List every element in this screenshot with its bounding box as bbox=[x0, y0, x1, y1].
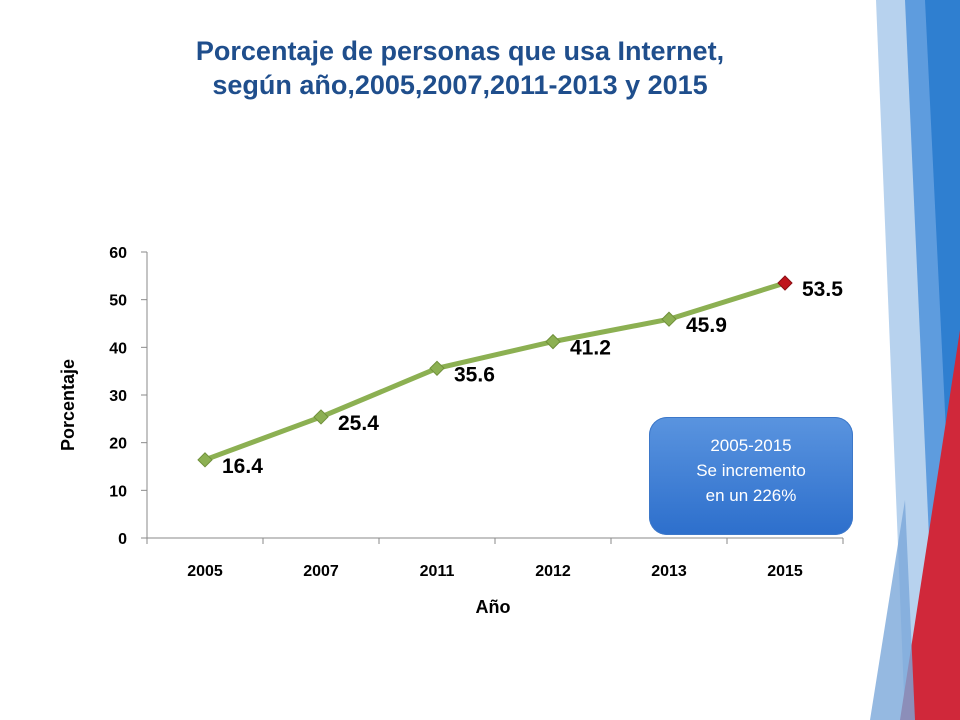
chart-title: Porcentaje de personas que usa Internet,… bbox=[60, 34, 860, 102]
y-tick-label: 0 bbox=[118, 531, 127, 548]
y-tick-label: 50 bbox=[109, 293, 127, 310]
x-axis-label: Año bbox=[476, 597, 511, 617]
callout-line-2: Se incremento bbox=[696, 461, 806, 480]
data-label: 16.4 bbox=[222, 455, 263, 478]
y-tick-label: 60 bbox=[109, 245, 127, 262]
x-tick-label: 2012 bbox=[535, 563, 571, 580]
y-tick-label: 30 bbox=[109, 388, 127, 405]
x-tick-label: 2007 bbox=[303, 563, 339, 580]
data-label: 45.9 bbox=[686, 314, 727, 337]
increase-callout: 2005-2015 Se incremento en un 226% bbox=[649, 417, 853, 535]
data-marker-highlight bbox=[777, 275, 793, 291]
data-marker bbox=[313, 409, 329, 425]
data-marker bbox=[197, 452, 213, 468]
y-axis-label: Porcentaje bbox=[58, 359, 78, 451]
data-marker bbox=[545, 333, 561, 350]
x-axis-ticks: 2005 2007 2011 2012 2013 2015 bbox=[146, 538, 844, 580]
callout-line-3: en un 226% bbox=[705, 486, 797, 505]
x-tick-label: 2011 bbox=[420, 563, 455, 580]
title-line-2: según año,2005,2007,2011-2013 y 2015 bbox=[212, 70, 708, 100]
data-label: 35.6 bbox=[454, 363, 495, 386]
data-label: 41.2 bbox=[570, 337, 611, 360]
data-label: 25.4 bbox=[338, 412, 379, 435]
x-tick-label: 2005 bbox=[187, 563, 223, 580]
x-tick-label: 2013 bbox=[651, 563, 687, 580]
y-tick-label: 20 bbox=[109, 436, 127, 453]
data-markers bbox=[197, 275, 793, 468]
callout-line-1: 2005-2015 bbox=[710, 436, 792, 455]
data-labels: 16.4 25.4 35.6 41.2 45.9 53.5 bbox=[222, 278, 843, 478]
title-line-1: Porcentaje de personas que usa Internet, bbox=[195, 36, 725, 66]
y-axis-ticks: 0 10 20 30 40 50 60 bbox=[109, 245, 147, 548]
series-line bbox=[202, 280, 788, 463]
data-label: 53.5 bbox=[802, 278, 843, 301]
y-tick-label: 10 bbox=[109, 483, 127, 500]
data-marker bbox=[429, 360, 445, 377]
data-marker bbox=[661, 311, 677, 327]
y-tick-label: 40 bbox=[109, 340, 127, 357]
x-tick-label: 2015 bbox=[767, 563, 803, 580]
